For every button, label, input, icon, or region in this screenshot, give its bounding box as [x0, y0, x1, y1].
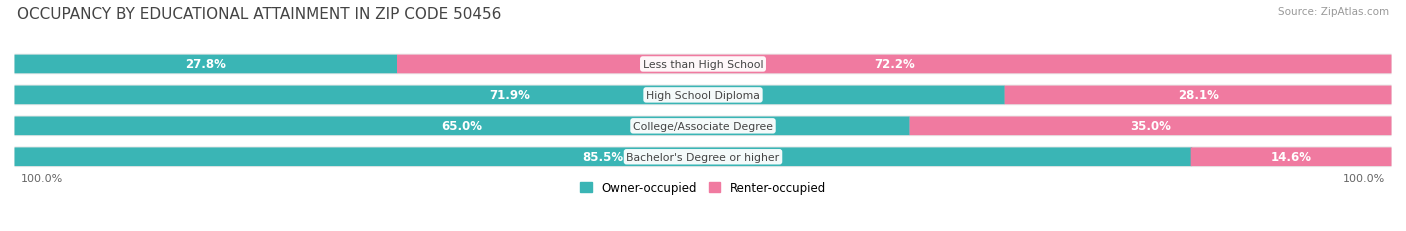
- Text: 71.9%: 71.9%: [489, 89, 530, 102]
- Text: 100.0%: 100.0%: [1343, 173, 1385, 183]
- Text: 65.0%: 65.0%: [441, 120, 482, 133]
- FancyBboxPatch shape: [14, 86, 1005, 105]
- Text: Bachelor's Degree or higher: Bachelor's Degree or higher: [627, 152, 779, 162]
- FancyBboxPatch shape: [1191, 148, 1392, 166]
- FancyBboxPatch shape: [14, 117, 910, 136]
- FancyBboxPatch shape: [14, 54, 1392, 75]
- Text: 72.2%: 72.2%: [875, 58, 915, 71]
- FancyBboxPatch shape: [396, 55, 1392, 74]
- Text: OCCUPANCY BY EDUCATIONAL ATTAINMENT IN ZIP CODE 50456: OCCUPANCY BY EDUCATIONAL ATTAINMENT IN Z…: [17, 7, 502, 22]
- Text: 35.0%: 35.0%: [1130, 120, 1171, 133]
- FancyBboxPatch shape: [14, 116, 1392, 137]
- Text: Less than High School: Less than High School: [643, 60, 763, 70]
- FancyBboxPatch shape: [14, 55, 398, 74]
- FancyBboxPatch shape: [910, 117, 1392, 136]
- FancyBboxPatch shape: [14, 147, 1392, 167]
- FancyBboxPatch shape: [14, 148, 1192, 166]
- Text: 100.0%: 100.0%: [21, 173, 63, 183]
- Text: 28.1%: 28.1%: [1178, 89, 1219, 102]
- Text: College/Associate Degree: College/Associate Degree: [633, 121, 773, 131]
- Text: 85.5%: 85.5%: [582, 151, 624, 164]
- Text: 14.6%: 14.6%: [1271, 151, 1312, 164]
- Text: 27.8%: 27.8%: [186, 58, 226, 71]
- Text: High School Diploma: High School Diploma: [647, 91, 759, 100]
- FancyBboxPatch shape: [14, 85, 1392, 106]
- Text: Source: ZipAtlas.com: Source: ZipAtlas.com: [1278, 7, 1389, 17]
- FancyBboxPatch shape: [1005, 86, 1392, 105]
- Legend: Owner-occupied, Renter-occupied: Owner-occupied, Renter-occupied: [575, 177, 831, 199]
